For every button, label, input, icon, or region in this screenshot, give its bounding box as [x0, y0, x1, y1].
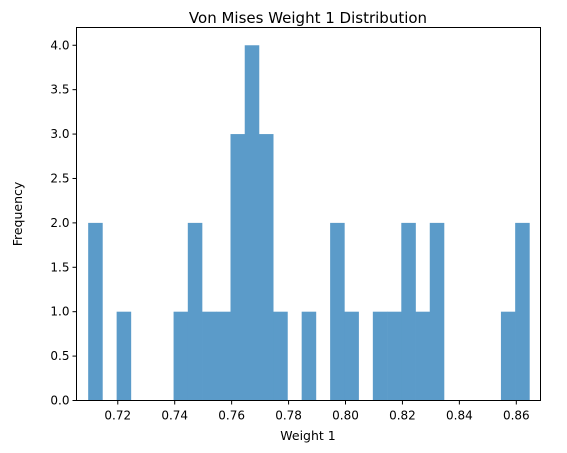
y-tick-label: 4.0	[50, 38, 69, 52]
x-tick-label: 0.74	[161, 409, 188, 423]
y-tick-label: 2.5	[50, 171, 69, 185]
x-tick-label: 0.72	[104, 409, 131, 423]
x-tick-label: 0.82	[389, 409, 416, 423]
x-axis-ticks: 0.72 0.74 0.76 0.78 0.80 0.82 0.84 0.86	[104, 400, 530, 423]
x-tick-label: 0.80	[332, 409, 359, 423]
y-tick-label: 1.0	[50, 305, 69, 319]
y-tick-label: 1.5	[50, 260, 69, 274]
x-tick-label: 0.78	[275, 409, 302, 423]
histogram-bar	[216, 311, 231, 401]
histogram-bar	[429, 222, 445, 401]
histogram-bar	[230, 134, 246, 401]
histogram-bar	[515, 222, 530, 401]
histogram-bar	[88, 222, 103, 401]
histogram-bar	[173, 311, 189, 401]
x-axis-label: Weight 1	[280, 428, 335, 443]
histogram-bars	[88, 45, 530, 401]
histogram-bar	[244, 45, 260, 401]
x-tick-label: 0.86	[503, 409, 530, 423]
x-tick-label: 0.76	[218, 409, 245, 423]
y-axis-label: Frequency	[10, 181, 25, 246]
y-axis-ticks: 0.0 0.5 1.0 1.5 2.0 2.5 3.0 3.5 4.0	[50, 38, 77, 408]
histogram-bar	[301, 311, 317, 401]
histogram-bar	[202, 311, 217, 401]
y-tick-label: 0.5	[50, 349, 69, 363]
chart-title: Von Mises Weight 1 Distribution	[189, 9, 427, 27]
histogram-bar	[415, 311, 431, 401]
histogram-bar	[330, 222, 345, 401]
plot-frame	[76, 27, 541, 401]
y-tick-label: 3.0	[50, 127, 69, 141]
histogram-bar	[187, 222, 203, 401]
y-tick-label: 2.0	[50, 216, 69, 230]
y-tick-label: 3.5	[50, 83, 69, 97]
histogram-bar	[401, 222, 416, 401]
histogram-bar	[344, 311, 359, 401]
x-tick-label: 0.84	[446, 409, 473, 423]
histogram-bar	[273, 311, 288, 401]
histogram-bar	[500, 311, 516, 401]
histogram-bar	[116, 311, 132, 401]
histogram-bar	[372, 311, 388, 401]
y-tick-label: 0.0	[50, 394, 69, 408]
histogram-bar	[258, 134, 274, 401]
histogram-bar	[387, 311, 402, 401]
